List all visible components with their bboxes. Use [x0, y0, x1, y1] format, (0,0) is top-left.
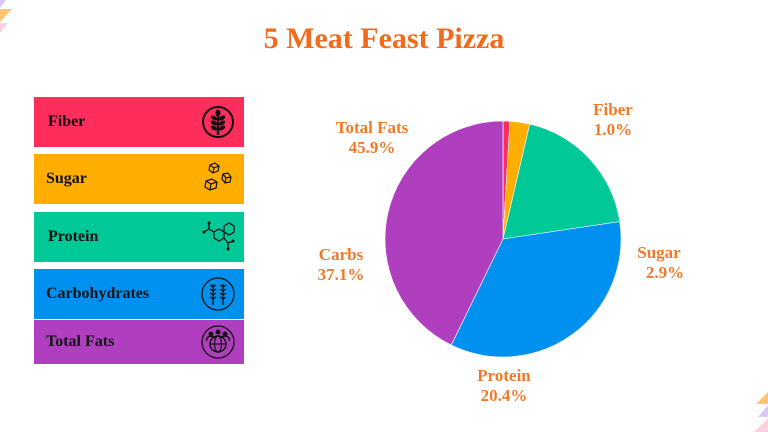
- legend-label: Sugar: [46, 170, 87, 187]
- pie-label-total-fats: Total Fats 45.9%: [335, 118, 409, 157]
- legend-label: Fiber: [48, 113, 86, 130]
- legend-label: Carbohydrates: [46, 285, 150, 302]
- grain-circle-icon: [201, 277, 235, 311]
- globe-people-icon: [201, 325, 235, 359]
- legend-item-carbohydrates: Carbohydrates: [34, 269, 244, 319]
- sugar-cubes-icon: [204, 162, 232, 191]
- legend-item-fiber: Fiber: [34, 97, 244, 147]
- corner-decoration-top-left: [0, 0, 12, 33]
- pie-label-protein: Protein 20.4%: [477, 366, 531, 405]
- pie-label-fiber: Fiber 1.0%: [593, 100, 633, 139]
- legend-item-total-fats: Total Fats: [34, 320, 244, 364]
- pie-label-sugar: Sugar 2.9%: [637, 243, 685, 282]
- wheat-circle-icon: [202, 106, 234, 138]
- pie-slice-total-fats: [384, 120, 504, 346]
- legend-label: Protein: [48, 228, 99, 245]
- corner-decoration-bottom-right: [754, 392, 768, 432]
- legend-item-sugar: Sugar: [34, 154, 244, 204]
- legend-label: Total Fats: [46, 333, 115, 350]
- legend-item-protein: Protein: [34, 212, 244, 262]
- molecule-icon: [202, 221, 235, 251]
- pie-slice-protein: [502, 123, 621, 240]
- page-title: 5 Meat Feast Pizza: [263, 22, 505, 55]
- pie-slice-carbs: [450, 221, 622, 358]
- pie-label-carbs: Carbs 37.1%: [317, 245, 365, 284]
